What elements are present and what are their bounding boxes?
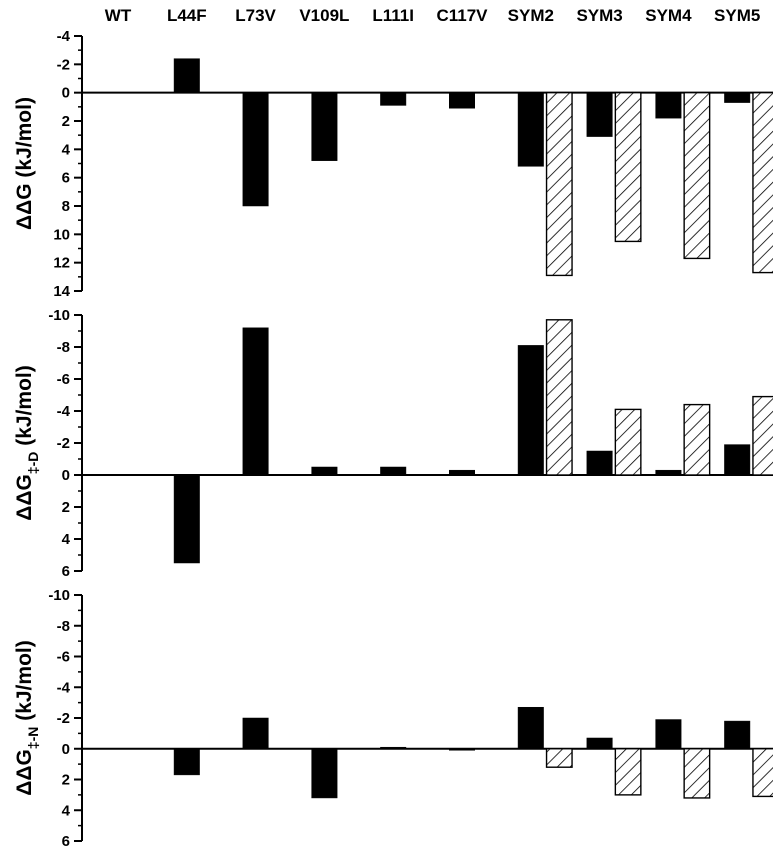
y-tick-label: 0 xyxy=(62,85,70,102)
y-tick-label: 10 xyxy=(53,226,70,243)
bar-hatched xyxy=(683,91,711,260)
y-tick-label: -6 xyxy=(57,371,70,388)
bar-solid xyxy=(449,469,475,476)
category-label: V109L xyxy=(299,6,349,25)
bar-solid xyxy=(242,717,269,749)
y-axis-title-base: ΔΔG xyxy=(13,474,36,521)
bar-hatched xyxy=(545,748,573,768)
y-tick-label: 6 xyxy=(62,563,70,580)
y-axis-title-subscript: ‡-N xyxy=(25,727,41,750)
y-tick-label: 0 xyxy=(62,741,70,758)
category-label: SYM4 xyxy=(645,6,692,25)
y-tick-label: 14 xyxy=(53,283,70,300)
bar-solid xyxy=(311,466,338,476)
category-label: C117V xyxy=(436,6,488,25)
y-tick-label: -10 xyxy=(48,587,70,604)
bar-solid xyxy=(380,466,407,476)
y-tick-label: -10 xyxy=(48,307,70,324)
bar-hatched xyxy=(545,319,573,476)
category-label: SYM3 xyxy=(576,6,622,25)
bar-solid xyxy=(380,92,407,106)
bar-solid xyxy=(173,58,200,93)
bar-hatched xyxy=(683,748,711,799)
category-label: SYM5 xyxy=(714,6,760,25)
panel-ddG-TS-N: -10 -8 -6 -4 -2 0 2 4 6 ΔΔG‡-N (kJ/mol) xyxy=(13,587,773,850)
bar-solid xyxy=(242,327,269,476)
chart-panels: -4 -2 0 2 4 6 8 10 12 14 ΔΔG (kJ/mol) -10 -8 -6 -4 -2 0 2… xyxy=(13,28,773,850)
y-tick-label: -2 xyxy=(57,56,70,73)
bar-hatched xyxy=(614,408,642,476)
bar-hatched xyxy=(752,748,773,798)
y-tick-label: 4 xyxy=(62,531,71,548)
y-tick-label: -2 xyxy=(57,435,70,452)
bar-solid xyxy=(173,748,200,776)
bar-solid xyxy=(173,474,200,564)
y-axis-title: ΔΔG‡-D (kJ/mol) xyxy=(13,365,41,520)
y-tick-label: 0 xyxy=(62,467,70,484)
bar-solid xyxy=(586,450,613,476)
y-tick-label: -2 xyxy=(57,710,70,727)
y-tick-label: -4 xyxy=(57,403,71,420)
bar-hatched xyxy=(614,91,642,243)
bar-solid xyxy=(311,92,338,161)
bar-solid xyxy=(449,748,475,751)
bar-solid xyxy=(380,746,407,750)
y-axis-title-unit: (kJ/mol) xyxy=(13,640,36,726)
y-tick-label: 4 xyxy=(62,141,71,158)
category-label: WT xyxy=(105,6,132,25)
bar-solid xyxy=(311,748,338,799)
panel-ddG-TS-D: -10 -8 -6 -4 -2 0 2 4 6 ΔΔG‡-D (kJ/mol) xyxy=(13,307,773,580)
bar-solid xyxy=(586,737,613,749)
bar-hatched xyxy=(752,395,773,476)
bar-hatched xyxy=(545,91,573,277)
category-label: L44F xyxy=(167,6,207,25)
bar-solid xyxy=(517,345,544,476)
y-tick-label: 2 xyxy=(62,113,70,130)
bar-hatched xyxy=(614,748,642,796)
bar-solid xyxy=(449,92,475,109)
y-tick-label: -4 xyxy=(57,28,71,45)
y-tick-label: -4 xyxy=(57,679,71,696)
y-tick-label: 6 xyxy=(62,170,70,187)
y-tick-label: 8 xyxy=(62,198,70,215)
y-tick-label: 2 xyxy=(62,772,70,789)
y-axis-title-subscript: ‡-D xyxy=(25,452,41,475)
bar-solid xyxy=(724,444,751,476)
bar-hatched xyxy=(683,403,711,476)
bar-hatched xyxy=(752,91,773,274)
y-tick-label: -8 xyxy=(57,618,70,635)
bar-solid xyxy=(517,706,544,749)
y-axis-title-base: ΔΔG xyxy=(13,749,36,796)
category-label: L73V xyxy=(235,6,276,25)
category-label: L111I xyxy=(372,6,414,25)
bar-solid xyxy=(724,720,751,750)
category-label: SYM2 xyxy=(508,6,554,25)
category-labels: WT L44F L73V V109L L111I C117V SYM2 SYM3 SYM4 SYM… xyxy=(105,6,761,25)
bar-solid xyxy=(655,469,682,476)
bar-solid xyxy=(655,92,682,119)
bar-solid xyxy=(586,92,613,137)
bar-solid xyxy=(517,92,544,167)
bar-solid xyxy=(655,719,682,749)
y-axis-title: ΔΔG‡-N (kJ/mol) xyxy=(13,640,41,795)
bar-solid xyxy=(242,92,269,207)
y-tick-label: 6 xyxy=(62,833,70,850)
y-axis-title: ΔΔG (kJ/mol) xyxy=(13,97,36,230)
panel-ddG: -4 -2 0 2 4 6 8 10 12 14 ΔΔG (kJ/mol) xyxy=(13,28,773,300)
y-tick-label: -8 xyxy=(57,339,70,356)
y-tick-label: 4 xyxy=(62,802,71,819)
y-axis-title-unit: (kJ/mol) xyxy=(13,365,36,451)
bar-solid xyxy=(724,92,751,103)
y-tick-label: -6 xyxy=(57,649,70,666)
y-tick-label: 12 xyxy=(53,255,70,272)
y-tick-label: 2 xyxy=(62,499,70,516)
